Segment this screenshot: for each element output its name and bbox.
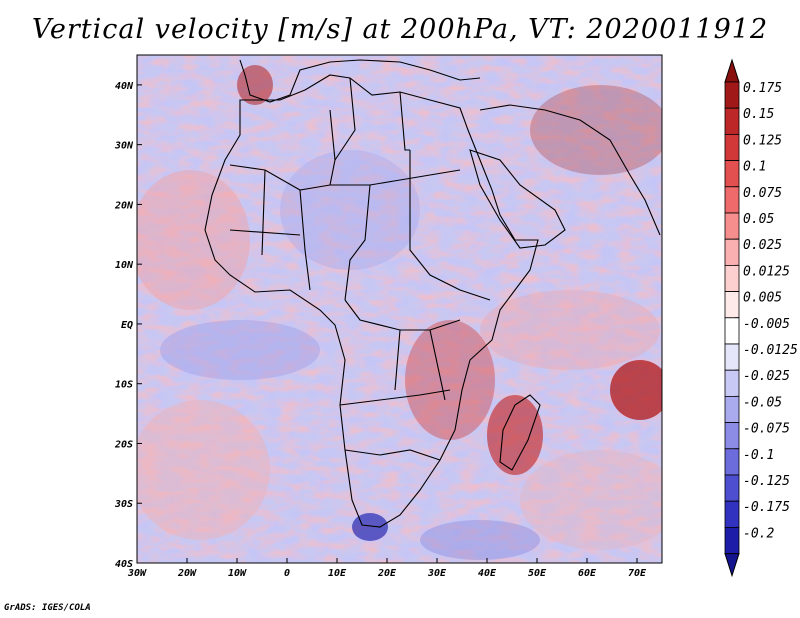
- colorbar-swatch: [724, 186, 740, 214]
- colorbar-swatch: [724, 238, 740, 266]
- colorbar-label: -0.1: [743, 448, 774, 463]
- y-tick-label: 40S: [115, 559, 133, 570]
- x-tick-label: 0: [284, 568, 290, 579]
- colorbar-swatch: [724, 317, 740, 345]
- x-tick-label: 60E: [578, 568, 597, 579]
- colorbar-label: -0.075: [743, 422, 790, 437]
- colorbar-swatch: [724, 291, 740, 319]
- colorbar-swatch: [724, 133, 740, 161]
- colorbar-label: 0.1: [743, 160, 766, 175]
- y-tick-label: 10S: [115, 380, 133, 391]
- x-tick-label: 20E: [377, 568, 397, 579]
- colorbar-label: -0.175: [743, 500, 790, 515]
- x-tick-label: 70E: [628, 568, 647, 579]
- colorbar-swatch: [724, 107, 740, 135]
- latitude-axis: 40N 30N 20N 10N EQ 10S 20S 30S 40S: [114, 81, 142, 570]
- colorbar-label: 0.0125: [743, 264, 790, 279]
- y-tick-label: 20N: [114, 200, 134, 211]
- y-tick-label: EQ: [121, 320, 133, 331]
- colorbar-swatch: [724, 264, 740, 292]
- x-tick-label: 30W: [127, 568, 147, 579]
- map-title: Vertical velocity [m/s] at 200hPa, VT: 2…: [31, 14, 769, 45]
- colorbar-label: 0.175: [743, 81, 782, 96]
- colorbar-swatch: [724, 343, 740, 371]
- colorbar-label: 0.075: [743, 186, 782, 201]
- colorbar-label: -0.005: [743, 317, 790, 332]
- y-tick-label: 30N: [114, 141, 134, 152]
- x-tick-label: 10W: [228, 568, 247, 579]
- colorbar-label: 0.05: [743, 212, 774, 227]
- colorbar-label: 0.15: [743, 107, 774, 122]
- coastlines: [204, 59, 661, 528]
- x-tick-label: 50E: [528, 568, 547, 579]
- colorbar-swatch: [724, 474, 740, 502]
- colorbar-top-arrow: [724, 58, 740, 83]
- y-tick-label: 30S: [114, 499, 133, 510]
- colorbar-swatch: [724, 212, 740, 240]
- colorbar-swatch: [724, 395, 740, 423]
- colorbar-label: -0.05: [743, 395, 782, 410]
- colorbar-label: -0.125: [743, 474, 790, 489]
- y-tick-label: 40N: [115, 81, 134, 92]
- y-tick-label: 20S: [114, 439, 133, 450]
- colorbar-label: 0.125: [743, 133, 782, 148]
- colorbar-label: -0.0125: [743, 343, 798, 358]
- colorbar-swatch: [724, 81, 740, 109]
- map-frame: [136, 54, 663, 564]
- x-tick-label: 20W: [177, 568, 197, 579]
- x-tick-label: 30E: [427, 568, 447, 579]
- x-tick-label: 10E: [328, 568, 347, 579]
- colorbar-swatch: [724, 448, 740, 476]
- colorbar-label: 0.025: [743, 238, 782, 253]
- y-tick-label: 10N: [115, 260, 134, 271]
- colorbar-label: -0.025: [743, 369, 790, 384]
- colorbar-swatch: [724, 160, 740, 188]
- colorbar-swatch: [724, 500, 740, 528]
- colorbar-label: 0.005: [743, 291, 782, 306]
- velocity-field: [137, 55, 662, 563]
- colorbar-label: -0.2: [743, 526, 774, 541]
- footer-credit: GrADS: IGES/COLA: [4, 603, 91, 613]
- colorbar-bottom-arrow: [724, 553, 740, 578]
- longitude-axis: 30W 20W 10W 0 10E 20E 30E 40E 50E 60E 70E: [127, 558, 647, 579]
- colorbar: 0.175 0.15 0.125 0.1 0.075 0.05 0.025 0.0125 0.0…: [724, 58, 798, 578]
- x-tick-label: 40E: [478, 568, 497, 579]
- colorbar-swatch: [724, 422, 740, 450]
- colorbar-swatch: [724, 527, 740, 555]
- colorbar-swatch: [724, 369, 740, 397]
